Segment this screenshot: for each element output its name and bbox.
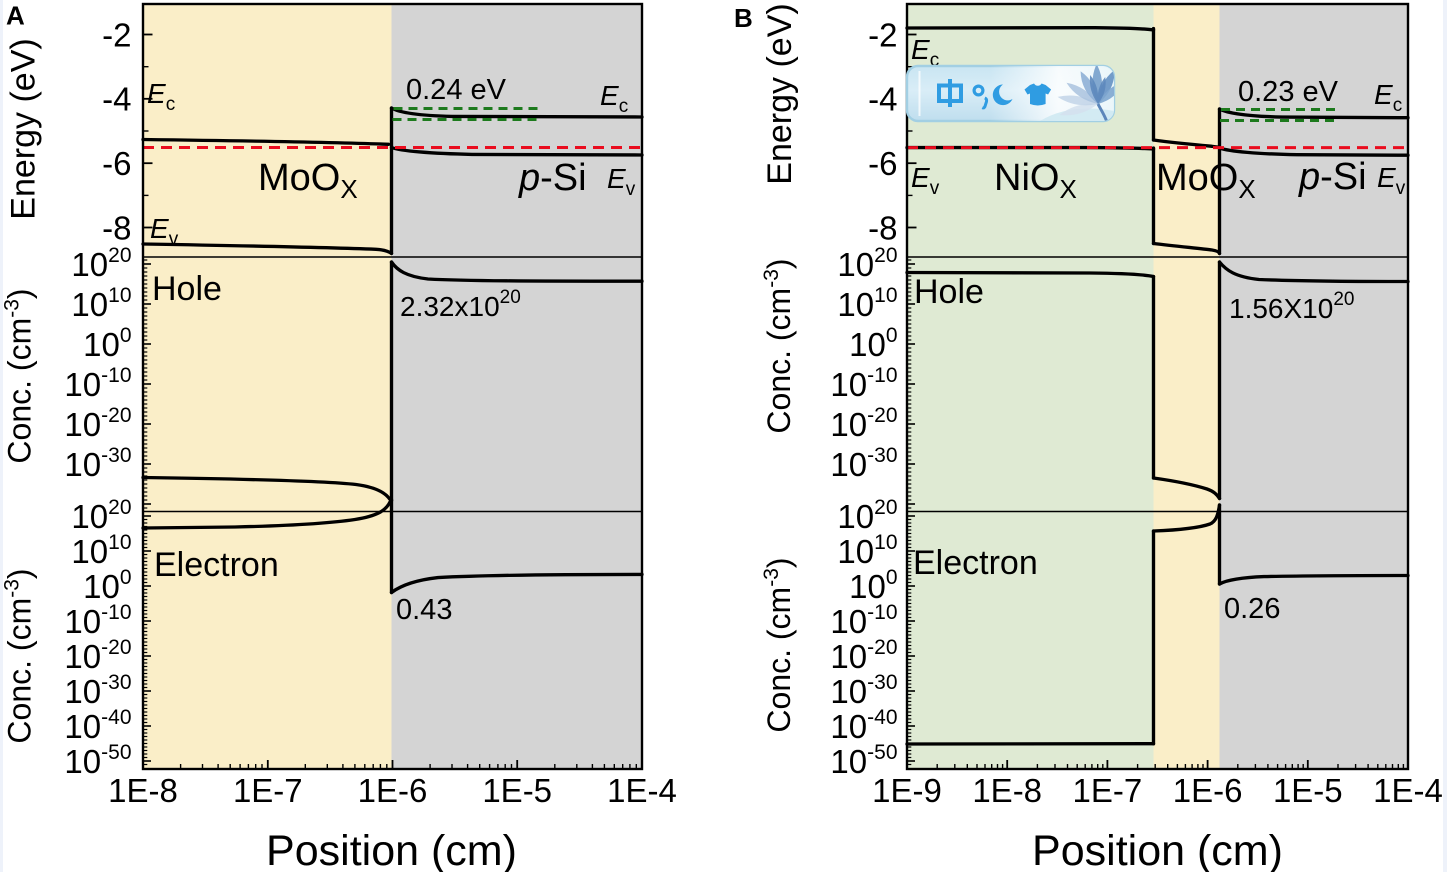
svg-text:Hole: Hole: [914, 273, 984, 311]
svg-text:Electron: Electron: [913, 544, 1038, 582]
svg-text:p-Si: p-Si: [1298, 156, 1367, 198]
svg-text:1E-7: 1E-7: [1073, 772, 1143, 809]
svg-text:-6: -6: [102, 145, 131, 182]
svg-text:Position (cm): Position (cm): [266, 827, 517, 872]
svg-text:Electron: Electron: [154, 546, 279, 584]
svg-text:0.23 eV: 0.23 eV: [1238, 76, 1339, 108]
svg-text:p-Si: p-Si: [518, 157, 587, 199]
svg-text:1E-8: 1E-8: [972, 772, 1042, 809]
svg-text:-4: -4: [868, 81, 897, 118]
svg-text:100: 100: [83, 566, 131, 605]
svg-text:-8: -8: [868, 209, 897, 246]
svg-text:10-10: 10-10: [830, 601, 897, 640]
svg-text:1E-9: 1E-9: [872, 772, 942, 809]
svg-text:Conc. (cm-3): Conc. (cm-3): [1, 568, 38, 743]
svg-text:-2: -2: [102, 16, 131, 53]
svg-text:-2: -2: [868, 16, 897, 53]
svg-text:A: A: [6, 1, 25, 31]
svg-text:1E-4: 1E-4: [607, 772, 677, 809]
svg-text:1E-6: 1E-6: [1173, 772, 1243, 809]
svg-text:-6: -6: [868, 145, 897, 182]
svg-text:1E-8: 1E-8: [108, 772, 178, 809]
svg-text:1E-5: 1E-5: [482, 772, 552, 809]
svg-text:0.24 eV: 0.24 eV: [406, 74, 507, 106]
svg-text:1E-6: 1E-6: [358, 772, 428, 809]
svg-text:1.56X1020: 1.56X1020: [1229, 289, 1354, 324]
svg-text:1E-4: 1E-4: [1373, 772, 1443, 809]
svg-text:Energy (eV): Energy (eV): [761, 3, 799, 184]
svg-text:0.43: 0.43: [396, 594, 452, 626]
svg-text:1E-5: 1E-5: [1273, 772, 1343, 809]
svg-text:-8: -8: [102, 209, 131, 246]
svg-text:Energy (eV): Energy (eV): [5, 38, 43, 219]
svg-text:Hole: Hole: [152, 270, 222, 308]
svg-text:Position (cm): Position (cm): [1032, 827, 1283, 872]
svg-text:B: B: [734, 3, 753, 33]
svg-text:-4: -4: [102, 81, 131, 118]
svg-text:10-30: 10-30: [830, 671, 897, 710]
svg-text:10-20: 10-20: [830, 404, 897, 443]
svg-text:10-20: 10-20: [64, 636, 131, 675]
svg-text:10-50: 10-50: [64, 741, 131, 780]
svg-text:0.26: 0.26: [1224, 593, 1280, 625]
svg-text:1E-7: 1E-7: [233, 772, 303, 809]
